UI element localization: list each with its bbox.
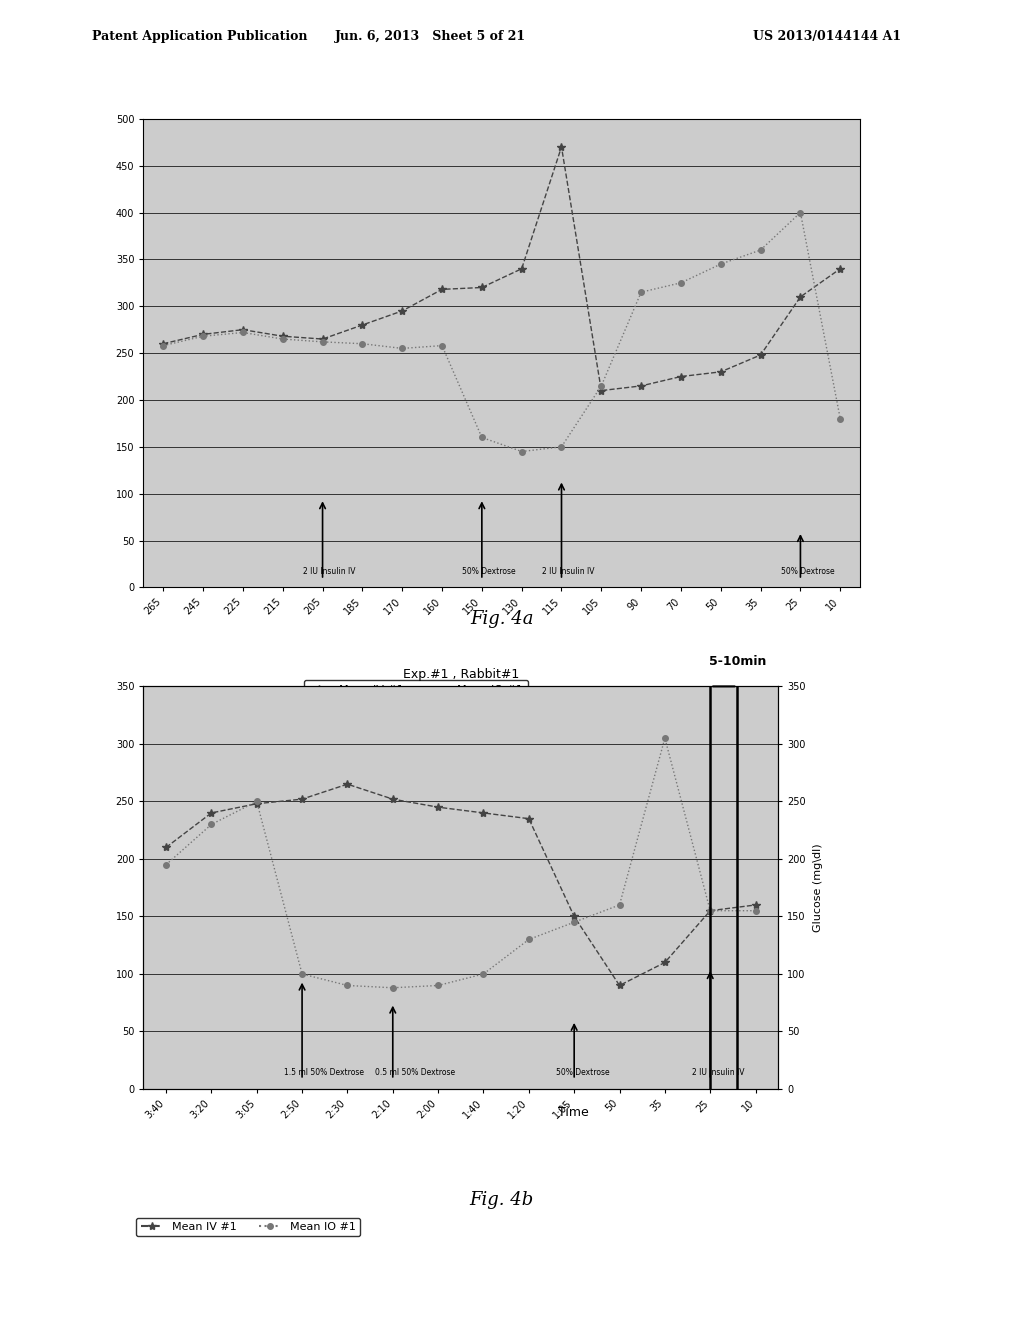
Mean IO #1 (477, 966, 489, 982)
Text: Jun. 6, 2013   Sheet 5 of 21: Jun. 6, 2013 Sheet 5 of 21 (335, 30, 525, 44)
Mean IV #1 (705, 903, 717, 919)
Mean IV #1 (251, 796, 263, 812)
Mean IV #1 (157, 335, 169, 351)
Mean IV #1 (555, 139, 567, 154)
Text: Fig. 4a: Fig. 4a (470, 610, 534, 628)
Mean IV #1 (237, 322, 249, 338)
Mean IV #1 (341, 776, 353, 792)
Mean IV #1 (476, 280, 488, 296)
Mean IV #1 (595, 383, 607, 399)
Mean IV #1 (755, 347, 767, 363)
Mean IV #1 (675, 368, 687, 384)
Line: Mean IO #1: Mean IO #1 (163, 735, 759, 990)
Text: Time: Time (558, 1106, 589, 1119)
Text: 2 IU Insulin IV: 2 IU Insulin IV (692, 1068, 744, 1077)
Mean IO #1 (316, 334, 329, 350)
Text: 5-10min: 5-10min (710, 655, 767, 668)
Mean IO #1 (276, 331, 289, 347)
Mean IO #1 (205, 817, 217, 833)
Mean IO #1 (675, 275, 687, 290)
Mean IO #1 (387, 979, 399, 995)
Mean IV #1 (356, 317, 369, 333)
Text: 2 IU Insulin IV: 2 IU Insulin IV (303, 568, 355, 577)
Mean IO #1 (555, 438, 567, 454)
Mean IO #1 (356, 335, 369, 351)
Line: Mean IV #1: Mean IV #1 (159, 143, 845, 395)
Text: 2 IU Insulin IV: 2 IU Insulin IV (542, 568, 594, 577)
Mean IO #1 (568, 915, 581, 931)
Mean IV #1 (715, 364, 727, 380)
Text: Fig. 4b: Fig. 4b (470, 1191, 534, 1209)
Mean IO #1 (522, 932, 535, 948)
Text: 50% Dextrose: 50% Dextrose (780, 568, 835, 577)
Mean IV #1 (396, 304, 409, 319)
Text: 0.5 ml 50% Dextrose: 0.5 ml 50% Dextrose (375, 1068, 455, 1077)
Mean IO #1 (157, 338, 169, 354)
Mean IO #1 (251, 793, 263, 809)
Mean IV #1 (568, 908, 581, 924)
Mean IV #1 (276, 329, 289, 345)
Text: 50% Dextrose: 50% Dextrose (556, 1068, 609, 1077)
Mean IO #1 (835, 411, 847, 426)
Mean IV #1 (835, 261, 847, 277)
Mean IV #1 (160, 840, 172, 855)
Mean IV #1 (613, 978, 626, 994)
Mean IO #1 (432, 978, 444, 994)
Line: Mean IO #1: Mean IO #1 (161, 210, 843, 454)
Text: 50% Dextrose: 50% Dextrose (462, 568, 515, 577)
Mean IV #1 (436, 281, 449, 297)
Mean IO #1 (595, 378, 607, 393)
Mean IV #1 (477, 805, 489, 821)
Mean IO #1 (515, 444, 527, 459)
Mean IV #1 (432, 800, 444, 816)
Legend: Mean IV #1, Mean IO #1: Mean IV #1, Mean IO #1 (304, 680, 527, 700)
Mean IV #1 (795, 289, 807, 305)
Mean IO #1 (750, 903, 762, 919)
Mean IO #1 (237, 325, 249, 341)
Mean IV #1 (635, 378, 647, 393)
Mean IO #1 (341, 978, 353, 994)
Mean IO #1 (296, 966, 308, 982)
Text: Patent Application Publication: Patent Application Publication (92, 30, 307, 44)
Y-axis label: Glucose (mg\dl): Glucose (mg\dl) (813, 843, 823, 932)
Mean IV #1 (522, 810, 535, 826)
Mean IV #1 (658, 954, 671, 970)
Mean IV #1 (387, 791, 399, 807)
Mean IO #1 (705, 903, 717, 919)
Title: Exp.#1 , Rabbit#1: Exp.#1 , Rabbit#1 (402, 668, 519, 681)
Mean IO #1 (715, 256, 727, 272)
Mean IO #1 (160, 857, 172, 873)
Text: US 2013/0144144 A1: US 2013/0144144 A1 (753, 30, 901, 44)
Mean IO #1 (795, 205, 807, 220)
Mean IV #1 (515, 261, 527, 277)
Mean IO #1 (476, 429, 488, 445)
Mean IO #1 (197, 329, 209, 345)
Mean IO #1 (755, 242, 767, 257)
Mean IV #1 (296, 791, 308, 807)
Text: 1.5 ml 50% Dextrose: 1.5 ml 50% Dextrose (284, 1068, 364, 1077)
Mean IO #1 (436, 338, 449, 354)
Mean IO #1 (635, 284, 647, 300)
Mean IO #1 (396, 341, 409, 356)
Mean IV #1 (316, 331, 329, 347)
Legend: Mean IV #1, Mean IO #1: Mean IV #1, Mean IO #1 (136, 1217, 360, 1237)
Mean IV #1 (205, 805, 217, 821)
Mean IV #1 (750, 898, 762, 913)
Mean IV #1 (197, 326, 209, 342)
Mean IO #1 (658, 730, 671, 746)
Mean IO #1 (613, 898, 626, 913)
Line: Mean IV #1: Mean IV #1 (162, 780, 760, 990)
